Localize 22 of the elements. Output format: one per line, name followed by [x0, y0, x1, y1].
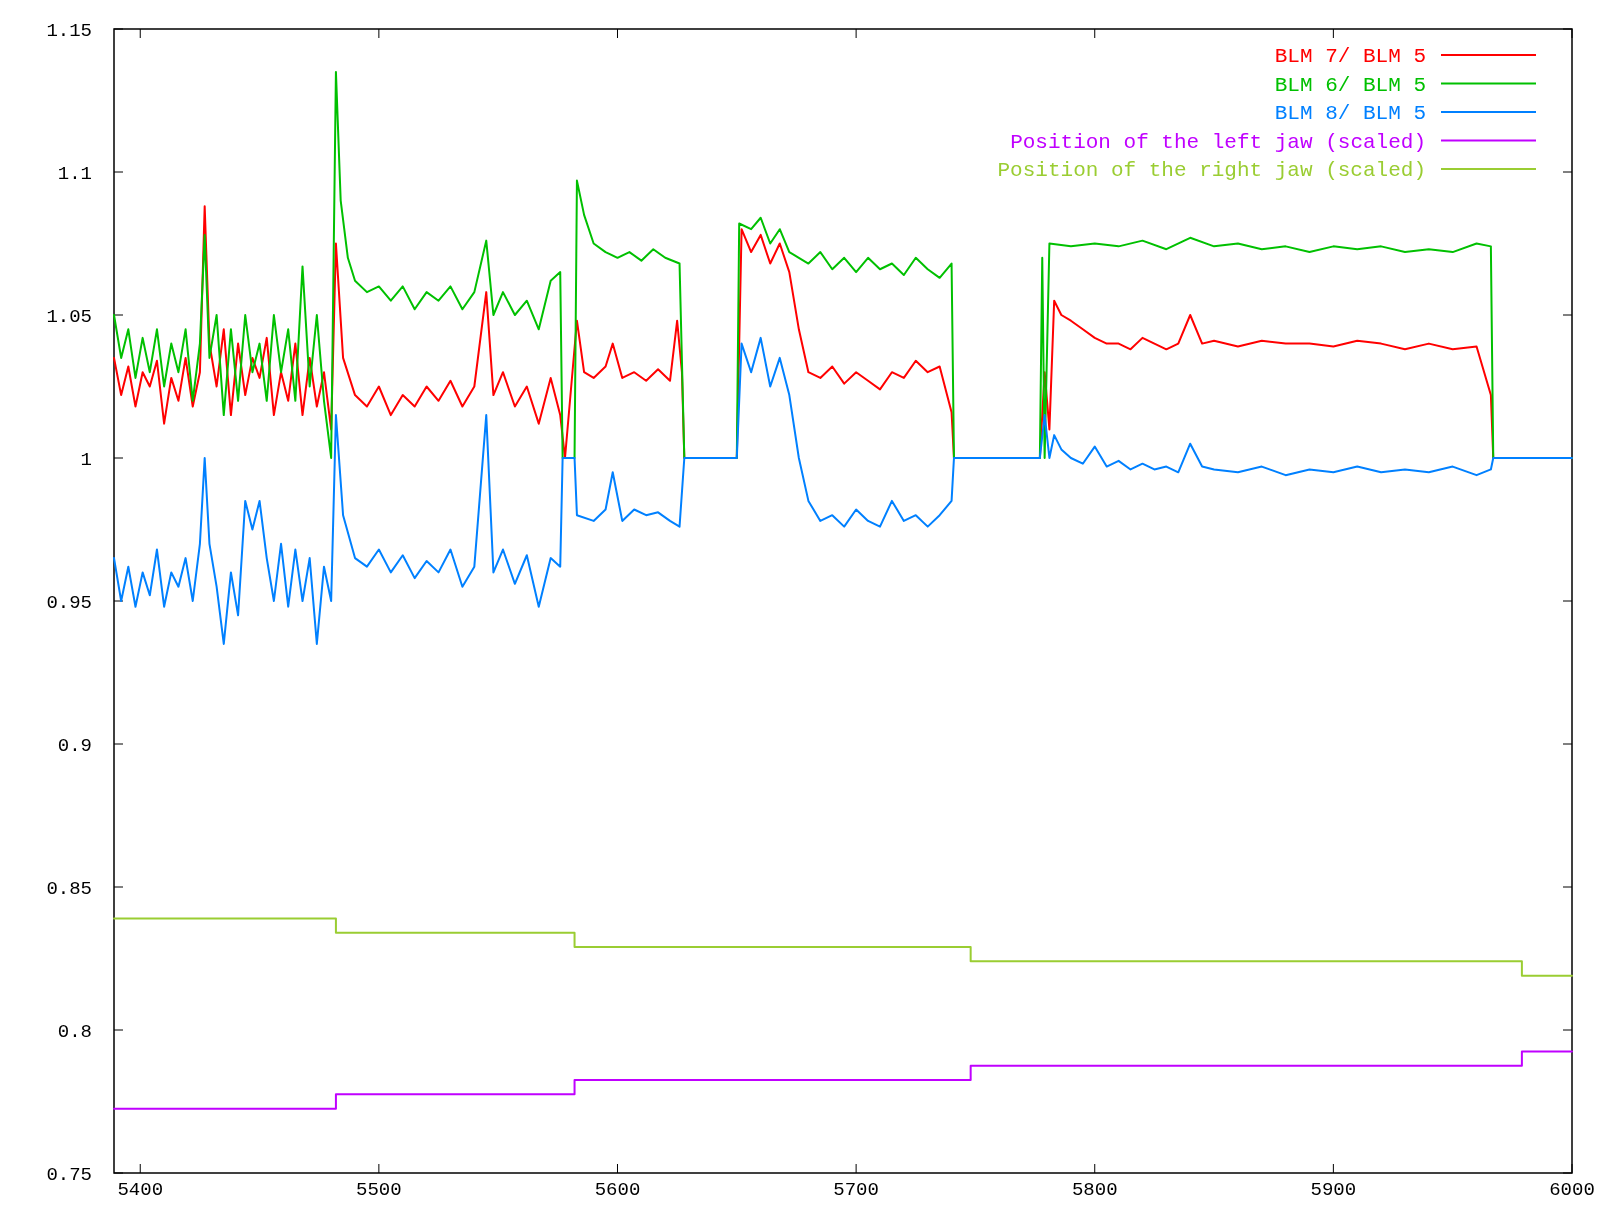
x-tick-label: 5500: [356, 1179, 402, 1201]
legend-label: BLM 8/ BLM 5: [1274, 102, 1426, 126]
y-tick-label: 0.95: [46, 591, 92, 614]
legend-label: BLM 6/ BLM 5: [1274, 73, 1426, 97]
x-tick-label: 5900: [1310, 1179, 1357, 1201]
x-tick-label: 5400: [117, 1179, 164, 1201]
y-tick-label: 0.8: [57, 1020, 92, 1043]
y-tick-label: 1.05: [46, 305, 92, 328]
y-tick-label: 1: [80, 448, 92, 471]
y-tick-label: 1.15: [46, 19, 92, 42]
line-series: [113, 336, 1573, 645]
legend-label: Position of the left jaw (scaled): [1010, 130, 1426, 154]
y-tick-label: 0.9: [57, 734, 92, 757]
x-tick-label: 5600: [594, 1179, 641, 1201]
legend-label: BLM 7/ BLM 5: [1274, 45, 1426, 69]
x-tick-label: 5800: [1071, 1179, 1118, 1201]
x-tick-label: 6000: [1549, 1179, 1595, 1201]
legend-label: Position of the right jaw (scaled): [997, 159, 1426, 183]
y-tick-label: 0.75: [46, 1163, 92, 1186]
y-tick-label: 1.1: [57, 162, 92, 185]
x-tick-label: 5700: [833, 1179, 879, 1201]
y-tick-label: 0.85: [46, 877, 92, 900]
